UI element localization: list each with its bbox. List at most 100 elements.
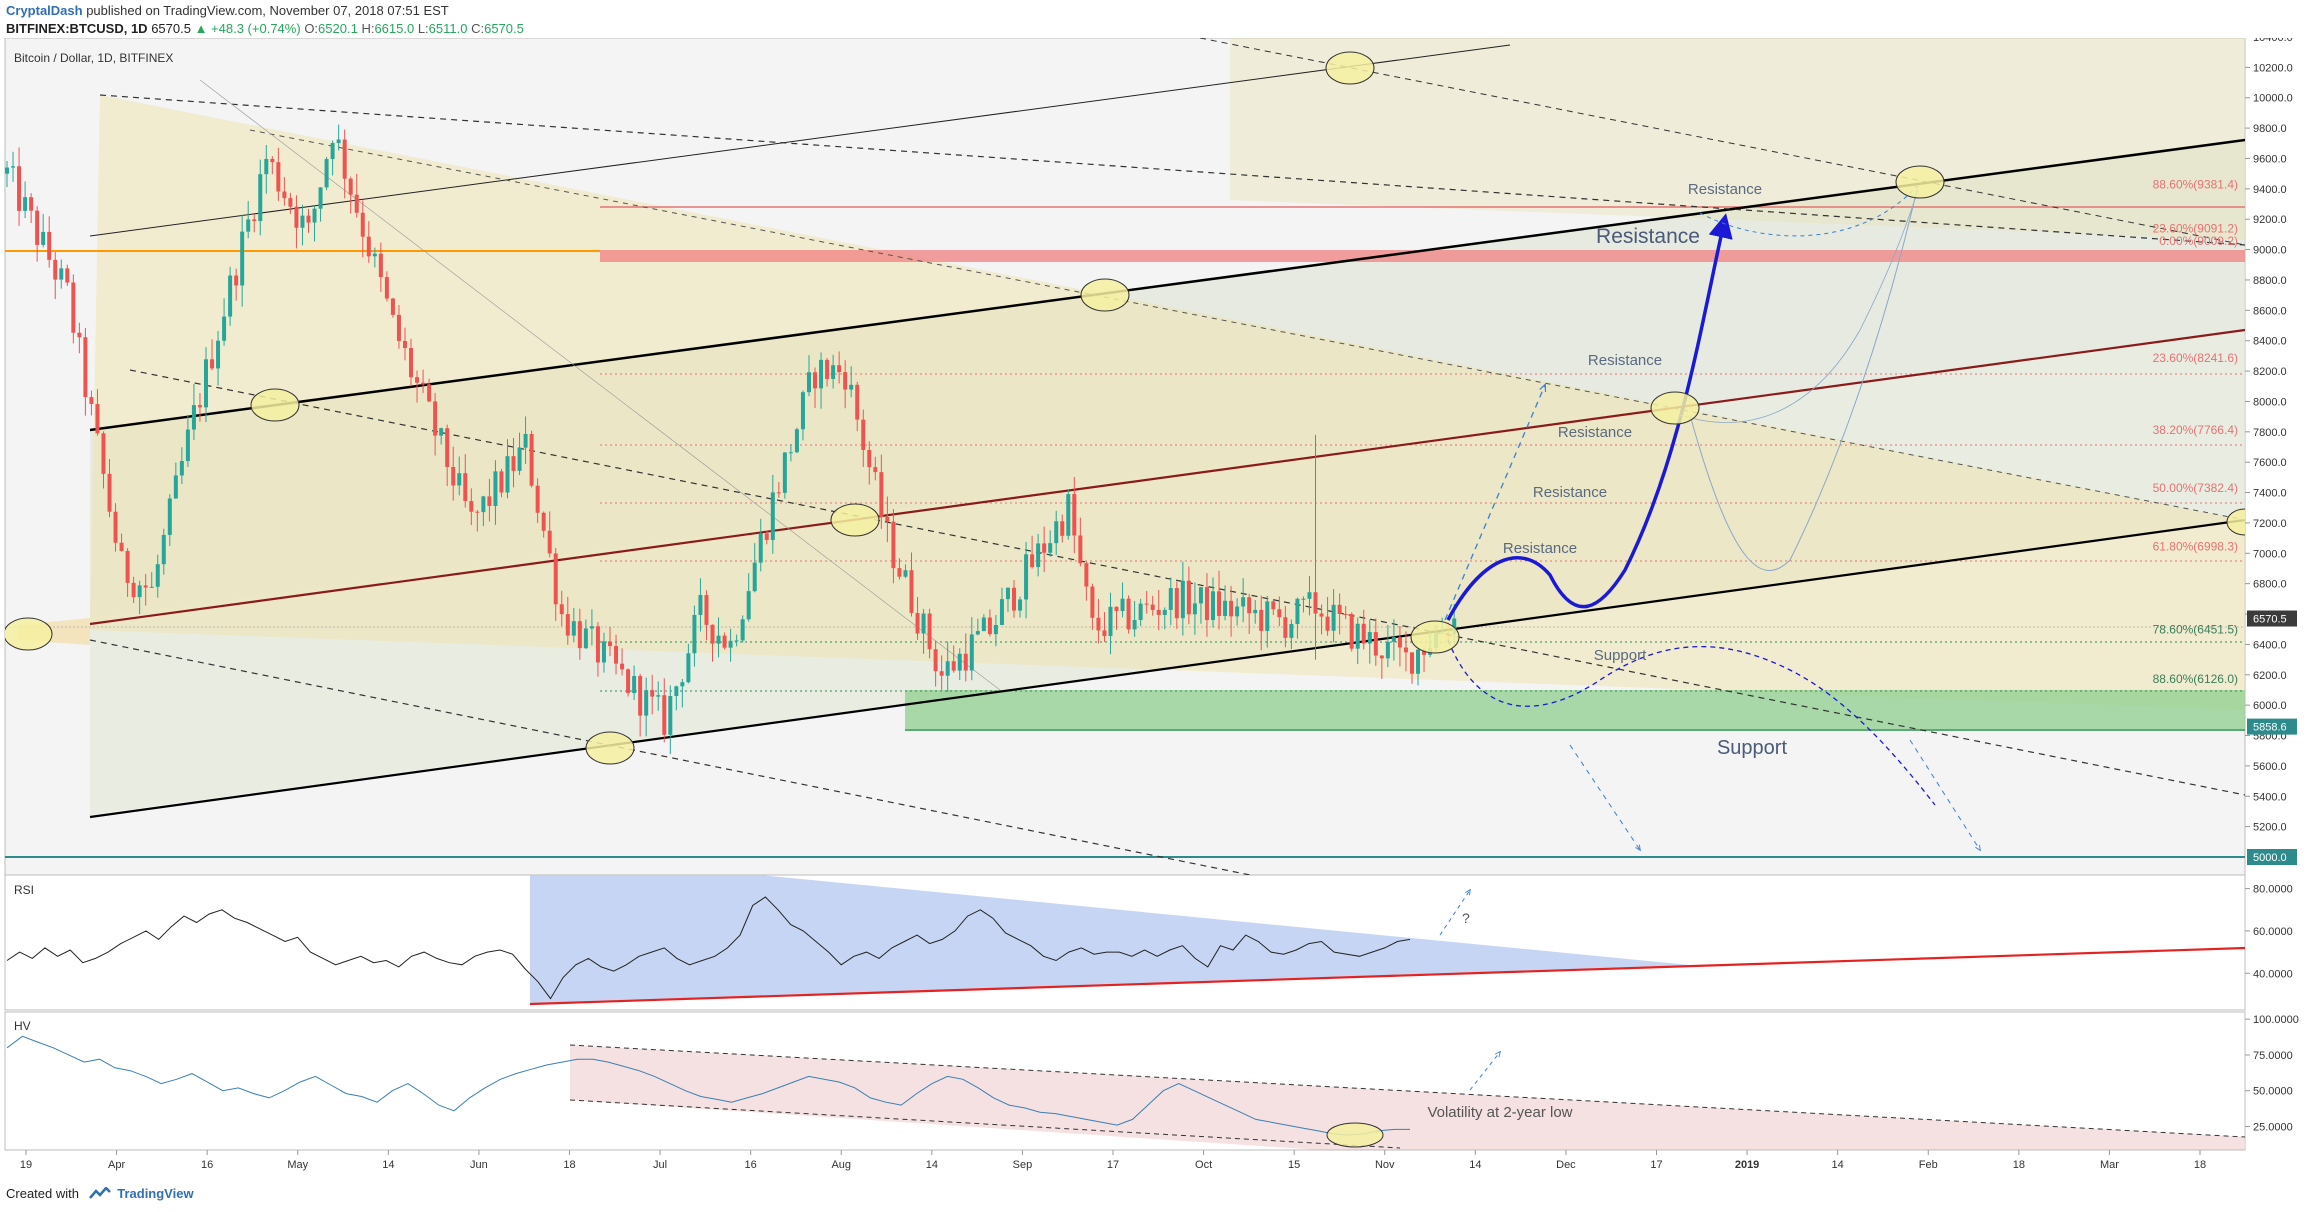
- y-tick-label: 7600.0: [2253, 457, 2287, 469]
- rsi-support-trend: [529, 946, 2245, 1006]
- candle-body: [734, 640, 739, 642]
- candle-body: [867, 449, 872, 468]
- candle-body: [837, 365, 842, 373]
- x-tick-label: 16: [201, 1159, 213, 1171]
- candle-body: [402, 340, 407, 349]
- candle-body: [41, 231, 46, 245]
- resistance-label-top: Resistance: [1688, 181, 1762, 198]
- candle-body: [216, 340, 221, 369]
- candle-body: [535, 485, 540, 513]
- author-link[interactable]: CryptalDash: [6, 3, 83, 18]
- dashed-top-trend: [1199, 38, 2245, 246]
- chart-area[interactable]: Resistance Resistance Resistance Resista…: [0, 38, 2308, 1178]
- resistance-label-large: Resistance: [1596, 225, 1700, 248]
- resistance-label-7800: Resistance: [1558, 424, 1632, 441]
- published-text: published on TradingView.com, November 0…: [86, 3, 449, 18]
- candle-body: [577, 621, 582, 649]
- hv-lower-dashed: [569, 1099, 1401, 1149]
- candle-body: [1132, 619, 1137, 630]
- x-tick-label: Mar: [2100, 1159, 2119, 1171]
- fib-label: 23.60%(8241.6): [2153, 351, 2238, 365]
- x-tick-label: 18: [2013, 1159, 2025, 1171]
- candle-body: [360, 212, 365, 237]
- candle-body: [1060, 521, 1065, 536]
- candle-body: [800, 392, 805, 430]
- x-tick-label: 14: [926, 1159, 938, 1171]
- candle-body: [1024, 554, 1029, 600]
- tradingview-link[interactable]: TradingView: [117, 1186, 194, 1201]
- y-tick-label: 8400.0: [2253, 336, 2287, 348]
- candle-body: [1403, 647, 1408, 653]
- y-tick-label: 10200.0: [2253, 62, 2293, 74]
- hv-wedge-fill: [570, 1045, 2245, 1150]
- upper-channel-thin-line: [89, 44, 1511, 237]
- touch-marker: [1325, 51, 1375, 85]
- candle-body: [740, 619, 745, 641]
- candle-body: [806, 372, 811, 393]
- candle-body: [963, 653, 968, 671]
- candle-body: [1361, 623, 1366, 644]
- x-tick-label: 14: [1832, 1159, 1844, 1171]
- candle-body: [197, 405, 202, 408]
- candle-body: [276, 162, 281, 192]
- candle-body: [951, 661, 956, 671]
- footer: Created with TradingView: [6, 1186, 194, 1202]
- candle-body: [71, 282, 76, 333]
- candle-body: [1253, 609, 1258, 614]
- candle-body: [999, 599, 1004, 625]
- thin-grey-diagonal: [199, 79, 1001, 691]
- candle-body: [264, 158, 269, 175]
- y-tick-label: 5400.0: [2253, 791, 2287, 803]
- symbol-label: BITFINEX:BTCUSD, 1D: [6, 21, 148, 36]
- candle-body: [1217, 591, 1222, 616]
- candle-body: [855, 384, 860, 420]
- x-tick-label: 17: [1107, 1159, 1119, 1171]
- last-price: 6570.5: [151, 21, 191, 36]
- candle-body: [1416, 649, 1421, 674]
- fib-label: 0.00%(9009.2): [2159, 234, 2238, 248]
- hv-upper-dashed: [569, 1044, 2245, 1138]
- candle-body: [529, 433, 534, 486]
- rsi-drawings: ?: [6, 875, 2245, 1006]
- x-tick-label: Sep: [1013, 1159, 1033, 1171]
- resistance-label-7000: Resistance: [1503, 540, 1577, 557]
- candle-body: [1355, 623, 1360, 649]
- candle-body: [53, 259, 58, 280]
- candle-body: [499, 471, 504, 493]
- touch-marker: [585, 731, 635, 765]
- rsi-line: [6, 896, 1411, 1000]
- x-tick-label: Dec: [1556, 1159, 1576, 1171]
- fib-label: 88.60%(9381.4): [2153, 178, 2238, 192]
- candle-body: [668, 696, 673, 735]
- candle-body: [149, 586, 154, 588]
- candle-body: [1277, 609, 1282, 618]
- candle-body: [312, 208, 317, 223]
- price-tag-label: 5858.6: [2253, 722, 2287, 734]
- candle-body: [758, 533, 763, 563]
- candle-body: [366, 236, 371, 257]
- candle-body: [511, 456, 516, 471]
- price-tag-bg: [2247, 849, 2297, 865]
- candle-body: [523, 433, 528, 448]
- candle-body: [173, 475, 178, 499]
- candle-body: [933, 649, 938, 672]
- thin-projection-curve-2: [1679, 189, 1919, 423]
- support-zone: [905, 690, 2245, 731]
- candle-body: [234, 275, 239, 286]
- candle-body: [722, 635, 727, 648]
- x-tick-label: Feb: [1919, 1159, 1938, 1171]
- low-value: 6511.0: [428, 21, 468, 36]
- y-tick-label: 9000.0: [2253, 245, 2287, 257]
- candle-body: [330, 143, 335, 160]
- candle-body: [1012, 587, 1017, 611]
- x-tick-label: Oct: [1195, 1159, 1212, 1171]
- candle-body: [17, 166, 22, 211]
- candle-body: [939, 671, 944, 676]
- rsi-triangle-fill: [530, 875, 1690, 1005]
- candle-body: [728, 640, 733, 648]
- candle-body: [1319, 613, 1324, 617]
- touch-marker: [830, 503, 880, 537]
- candle-body: [692, 614, 697, 654]
- candle-body: [493, 471, 498, 506]
- touch-marker: [250, 388, 300, 422]
